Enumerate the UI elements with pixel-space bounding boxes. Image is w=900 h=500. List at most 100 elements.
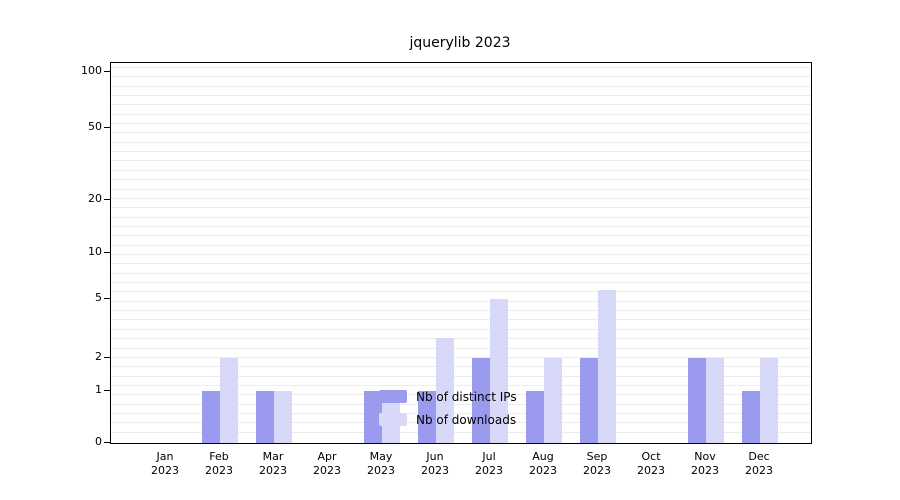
x-tick-label-jan: Jan 2023 [133,450,197,478]
gridline [111,123,811,124]
gridline [111,310,811,311]
legend-label: Nb of distinct IPs [416,389,517,404]
legend-item: Nb of downloads [379,412,517,427]
x-label-year: 2023 [313,464,341,477]
bar-downloads-sep [598,289,616,443]
y-tick-mark [104,71,110,72]
bar-downloads-jul [490,299,508,443]
x-tick-label-apr: Apr 2023 [295,450,359,478]
x-label-year: 2023 [475,464,503,477]
x-label-month: Jan [156,450,174,463]
gridline [111,404,811,405]
x-tick-label-mar: Mar 2023 [241,450,305,478]
gridline [111,235,811,236]
gridline [111,245,811,246]
gridline [111,132,811,133]
y-tick-mark [104,357,110,358]
x-tick-label-may: May 2023 [349,450,413,478]
x-label-month: Jul [482,450,496,463]
gridline [111,217,811,218]
y-tick-label-1: 1 [95,383,102,396]
x-label-month: Sep [586,450,608,463]
y-tick-label-10: 10 [88,245,102,258]
y-tick-mark [104,390,110,391]
gridline [111,366,811,367]
x-label-month: Jun [426,450,444,463]
x-label-month: May [369,450,393,463]
gridline [111,422,811,423]
x-tick-label-sep: Sep 2023 [565,450,629,478]
x-label-month: Feb [209,450,229,463]
x-label-month: Nov [694,450,716,463]
x-label-month: Dec [748,450,770,463]
x-label-year: 2023 [421,464,449,477]
x-label-year: 2023 [367,464,395,477]
gridline [111,273,811,274]
gridline [111,394,811,395]
x-tick-label-feb: Feb 2023 [187,450,251,478]
gridline [111,432,811,433]
y-tick-label-0: 0 [95,435,102,448]
gridline [111,385,811,386]
chart-title: jquerylib 2023 [409,35,511,51]
gridline [111,189,811,190]
gridline [111,376,811,377]
gridline [111,179,811,180]
gridline [111,348,811,349]
gridline [111,357,811,358]
legend-label: Nb of downloads [416,412,517,427]
x-label-year: 2023 [745,464,773,477]
bar-downloads-feb [220,358,238,443]
x-tick-label-oct: Oct 2023 [619,450,683,478]
bar-distinct-ips-jun [418,391,436,443]
y-tick-label-100: 100 [81,64,102,77]
x-label-month: Aug [532,450,554,463]
x-label-year: 2023 [205,464,233,477]
gridline [111,226,811,227]
gridline [111,86,811,87]
legend-swatch-icon [379,390,407,403]
gridline [111,170,811,171]
gridline [111,254,811,255]
y-tick-label-50: 50 [88,120,102,133]
gridline [111,151,811,152]
bar-distinct-ips-sep [580,358,598,443]
gridline [111,114,811,115]
bar-downloads-jun [436,338,454,443]
bar-downloads-aug [544,358,562,443]
bar-downloads-dec [760,358,778,443]
gridline [111,142,811,143]
plot-area: Nb of distinct IPs Nb of downloads [110,62,812,444]
x-tick-label-nov: Nov 2023 [673,450,737,478]
bar-downloads-mar [274,391,292,443]
legend-item: Nb of distinct IPs [379,389,517,404]
gridline [111,207,811,208]
y-tick-mark [104,252,110,253]
y-tick-mark [104,298,110,299]
bar-distinct-ips-jul [472,358,490,443]
x-label-year: 2023 [637,464,665,477]
gridline [111,301,811,302]
gridline [111,198,811,199]
gridline [111,319,811,320]
bar-downloads-nov [706,358,724,443]
x-tick-label-dec: Dec 2023 [727,450,791,478]
x-tick-label-jun: Jun 2023 [403,450,467,478]
x-label-month: Oct [641,450,661,463]
bar-distinct-ips-mar [256,391,274,443]
legend-swatch-icon [379,413,407,426]
y-tick-mark [104,199,110,200]
gridline [111,338,811,339]
bar-distinct-ips-dec [742,391,760,443]
bar-distinct-ips-nov [688,358,706,443]
gridline [111,76,811,77]
x-tick-label-aug: Aug 2023 [511,450,575,478]
x-label-year: 2023 [691,464,719,477]
x-label-year: 2023 [583,464,611,477]
gridline [111,104,811,105]
gridline [111,291,811,292]
y-tick-mark [104,442,110,443]
gridline [111,67,811,68]
legend: Nb of distinct IPs Nb of downloads [373,385,523,431]
